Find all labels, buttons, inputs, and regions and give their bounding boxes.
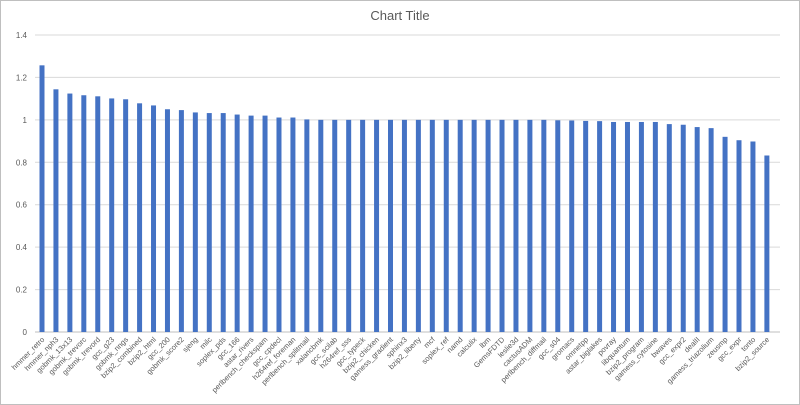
bar: [638, 121, 644, 332]
bar: [694, 127, 700, 332]
bar: [248, 115, 254, 332]
bar: [262, 115, 268, 332]
bar: [220, 113, 226, 332]
bar: [164, 109, 170, 332]
bar: [583, 120, 589, 333]
bar: [457, 119, 463, 332]
bar: [178, 110, 184, 332]
bar: [527, 119, 533, 332]
bar: [471, 119, 477, 332]
bar: [555, 120, 561, 332]
bar: [429, 119, 435, 332]
bar: [123, 99, 129, 332]
y-tick-label: 1: [23, 116, 28, 125]
bar: [499, 119, 505, 332]
bar: [415, 119, 421, 332]
bar: [360, 119, 366, 332]
y-tick-label: 0.8: [16, 158, 28, 167]
bar: [443, 119, 449, 332]
bar: [722, 136, 728, 332]
bar: [276, 117, 282, 332]
bar: [95, 96, 101, 332]
bar: [485, 119, 491, 332]
bar: [346, 119, 352, 332]
bar: [750, 141, 756, 332]
bar: [81, 95, 87, 333]
bar: [401, 119, 407, 332]
bar: [39, 65, 45, 332]
y-tick-label: 0.4: [16, 243, 28, 252]
bar: [109, 98, 115, 332]
bar: [290, 117, 296, 332]
bar: [680, 124, 686, 333]
bar: [53, 89, 59, 333]
bar: [764, 155, 770, 332]
bar: [192, 112, 198, 332]
bar: [234, 114, 240, 332]
bar: [137, 103, 143, 332]
bar: [652, 121, 658, 332]
bar: [736, 140, 742, 332]
bar: [304, 119, 310, 332]
chart-title: Chart Title: [370, 8, 430, 23]
y-tick-label: 1.4: [16, 31, 28, 40]
bar: [597, 121, 603, 332]
bar: [206, 113, 212, 332]
y-tick-label: 0.6: [16, 201, 28, 210]
bar: [569, 120, 575, 333]
bar: [151, 105, 157, 332]
bar: [513, 119, 519, 332]
y-tick-label: 0: [23, 328, 28, 337]
bar: [708, 128, 714, 332]
y-tick-label: 0.2: [16, 286, 28, 295]
bar: [332, 119, 338, 332]
bar: [374, 119, 380, 332]
y-tick-label: 1.2: [16, 73, 28, 82]
bar: [666, 124, 672, 332]
bar: [611, 121, 617, 332]
bar: [67, 93, 73, 333]
bar: [318, 119, 324, 332]
bar: [541, 119, 547, 332]
bar: [624, 121, 630, 332]
bar: [388, 119, 393, 332]
